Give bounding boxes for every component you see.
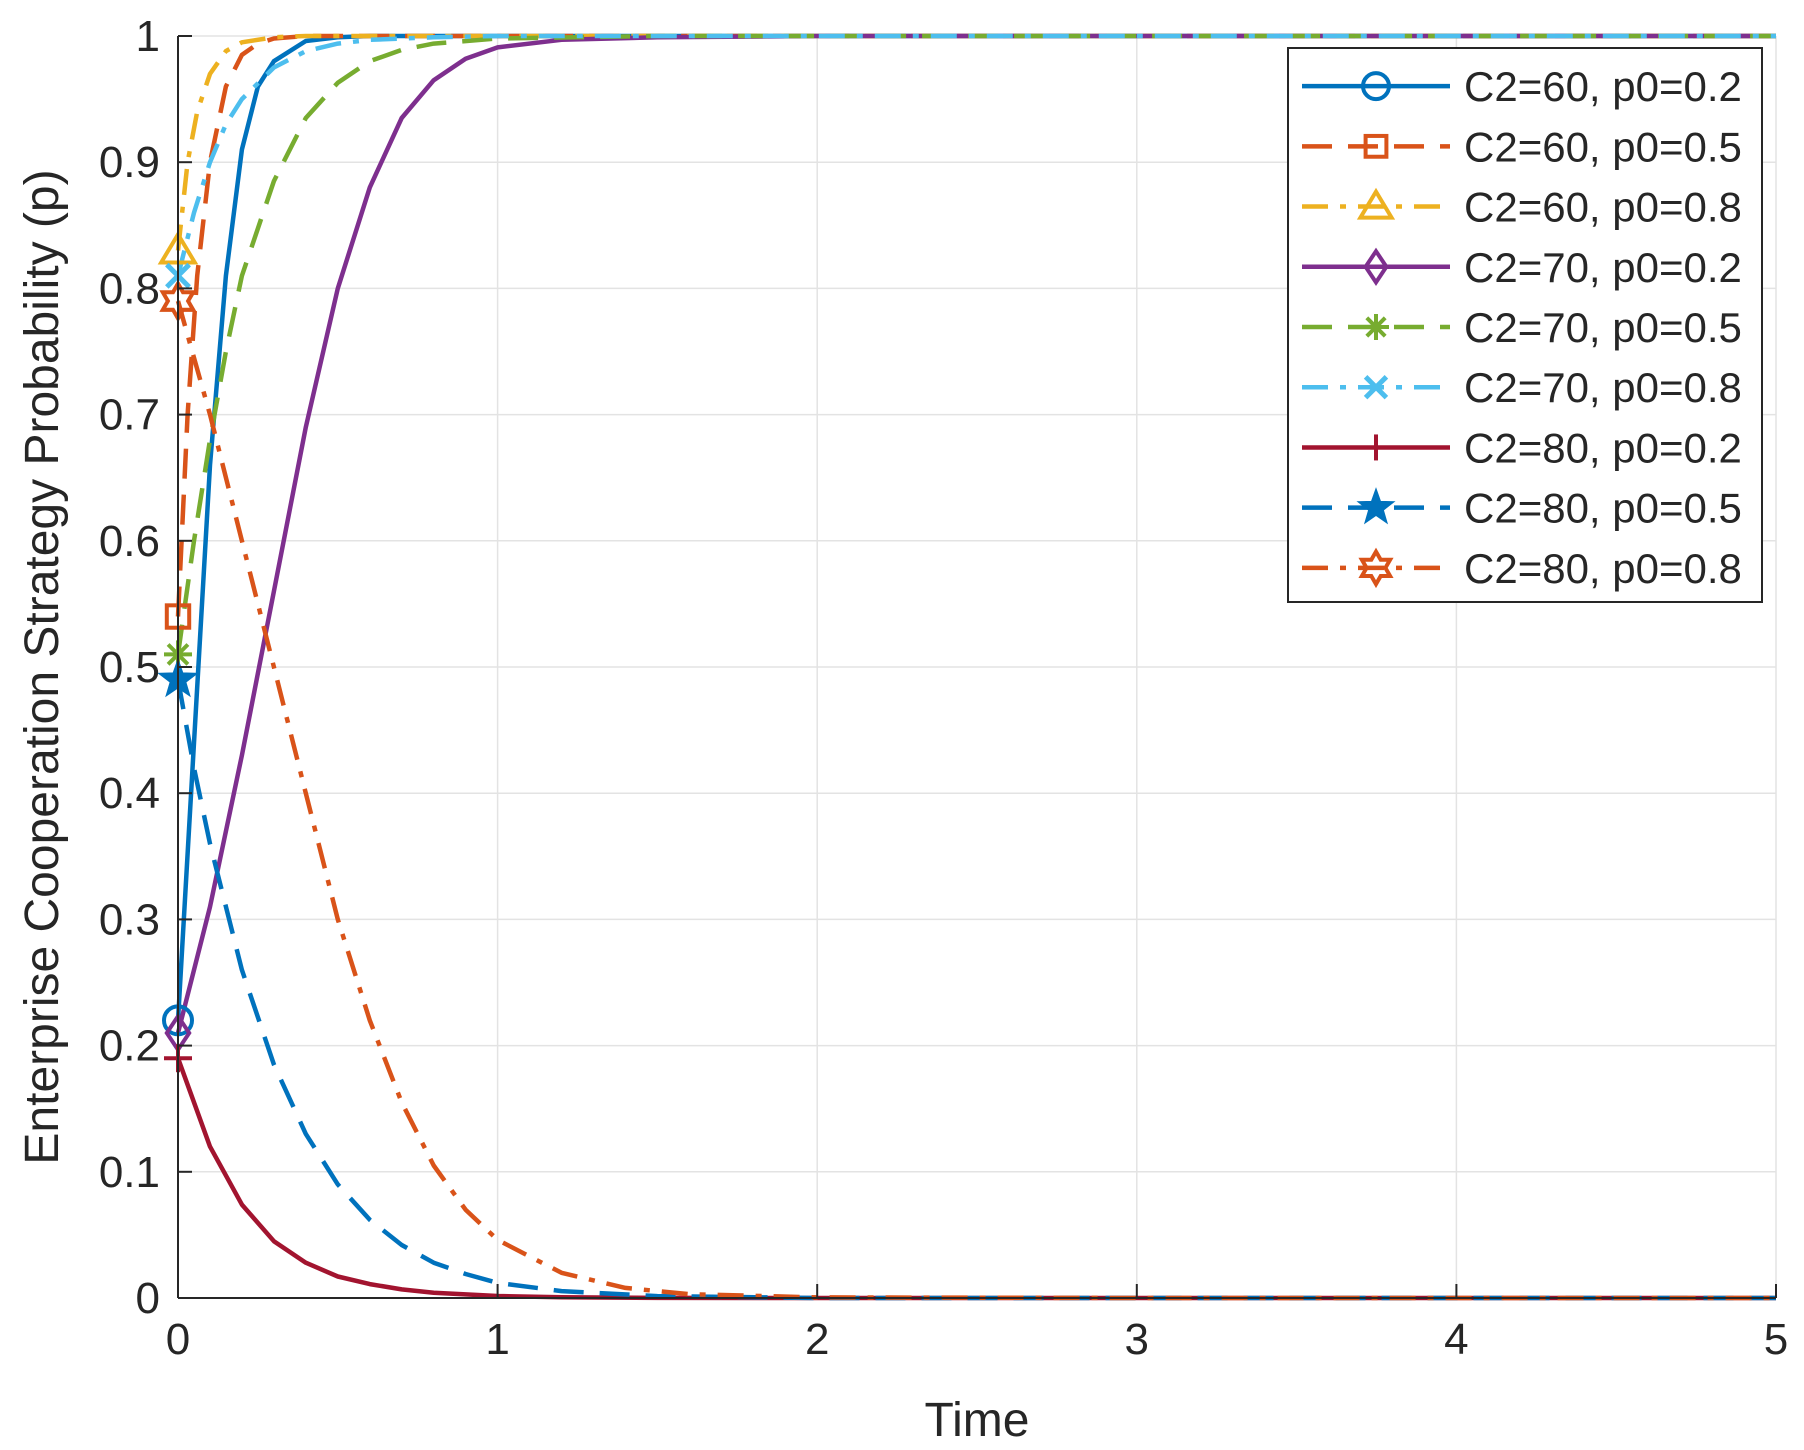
x-tick-label-4: 4 (1444, 1315, 1468, 1364)
legend-label-0: C2=60, p0=0.2 (1464, 63, 1742, 110)
legend-marker-5-stroke-1 (1363, 375, 1389, 400)
legend-label-2: C2=60, p0=0.8 (1464, 184, 1742, 231)
y-tick-label-2: 0.2 (99, 1022, 160, 1071)
legend-marker-0-shape (1361, 71, 1391, 102)
legend: C2=60, p0=0.2 C2=60, p0=0.5 C2=60, p0=0.8 C… (1287, 47, 1763, 603)
legend-marker-4 (1363, 314, 1389, 340)
y-tick-label-6: 0.6 (99, 517, 160, 566)
legend-marker-2 (1356, 187, 1396, 220)
legend-marker-1 (1363, 133, 1389, 159)
legend-marker-3 (1363, 247, 1389, 286)
legend-item-3: C2=70, p0=0.2 (1302, 244, 1742, 291)
series-line-5 (175, 33, 1776, 277)
legend-marker-4-stroke-3 (1365, 316, 1387, 338)
legend-item-4: C2=70, p0=0.5 (1302, 304, 1742, 351)
legend-label-7: C2=80, p0=0.5 (1464, 485, 1742, 532)
y-tick-label-5: 0.5 (99, 643, 160, 692)
legend-label-5: C2=70, p0=0.8 (1464, 364, 1742, 411)
legend-item-1: C2=60, p0=0.5 (1302, 123, 1742, 170)
x-tick-label-3: 3 (1125, 1315, 1149, 1364)
y-tick-label-1: 0.1 (99, 1148, 160, 1197)
legend-marker-2-shape (1356, 187, 1396, 220)
legend-label-3: C2=70, p0=0.2 (1464, 244, 1742, 291)
x-tick-label-1: 1 (485, 1315, 509, 1364)
legend-marker-1-shape (1363, 133, 1389, 159)
x-tick-label-2: 2 (805, 1315, 829, 1364)
legend-marker-6 (1363, 434, 1389, 461)
legend-marker-7 (1356, 487, 1396, 525)
legend-marker-0 (1361, 71, 1391, 102)
y-tick-label-7: 0.7 (99, 391, 160, 440)
legend-marker-3-shape (1363, 247, 1389, 286)
legend-label-8: C2=80, p0=0.8 (1464, 545, 1742, 592)
legend-item-2: C2=60, p0=0.8 (1302, 184, 1742, 231)
y-tick-label-10: 1 (136, 12, 160, 61)
legend-item-7: C2=80, p0=0.5 (1302, 485, 1742, 532)
x-axis-label: Time (925, 1394, 1030, 1447)
series-line-4 (175, 33, 1776, 655)
legend-marker-5 (1363, 375, 1389, 400)
legend-marker-7-shape (1356, 487, 1396, 525)
axes (177, 35, 1777, 1299)
legend-label-4: C2=70, p0=0.5 (1464, 304, 1742, 351)
legend-item-8: C2=80, p0=0.8 (1302, 545, 1742, 592)
tick-labels: 0 1 2 3 4 5 0 0.1 0.2 0.3 0.4 0.5 0.6 0.7 0.8 0.9 1 (99, 12, 1788, 1364)
grid-lines (177, 35, 1777, 1299)
legend-item-6: C2=80, p0=0.2 (1302, 424, 1742, 471)
legend-marker-8 (1358, 547, 1394, 589)
y-tick-label-4: 0.4 (99, 769, 160, 818)
y-tick-label-0: 0 (136, 1274, 160, 1323)
legend-item-5: C2=70, p0=0.8 (1302, 364, 1742, 411)
y-tick-label-9: 0.9 (99, 138, 160, 187)
legend-marker-8-shape (1358, 547, 1394, 589)
y-tick-label-3: 0.3 (99, 895, 160, 944)
y-axis-label: Enterprise Cooperation Strategy Probabil… (16, 169, 69, 1164)
x-tick-label-0: 0 (166, 1315, 190, 1364)
legend-label-6: C2=80, p0=0.2 (1464, 424, 1742, 471)
legend-item-0: C2=60, p0=0.2 (1302, 63, 1742, 110)
y-tick-label-8: 0.8 (99, 264, 160, 313)
legend-label-1: C2=60, p0=0.5 (1464, 123, 1742, 170)
x-tick-label-5: 5 (1764, 1315, 1788, 1364)
